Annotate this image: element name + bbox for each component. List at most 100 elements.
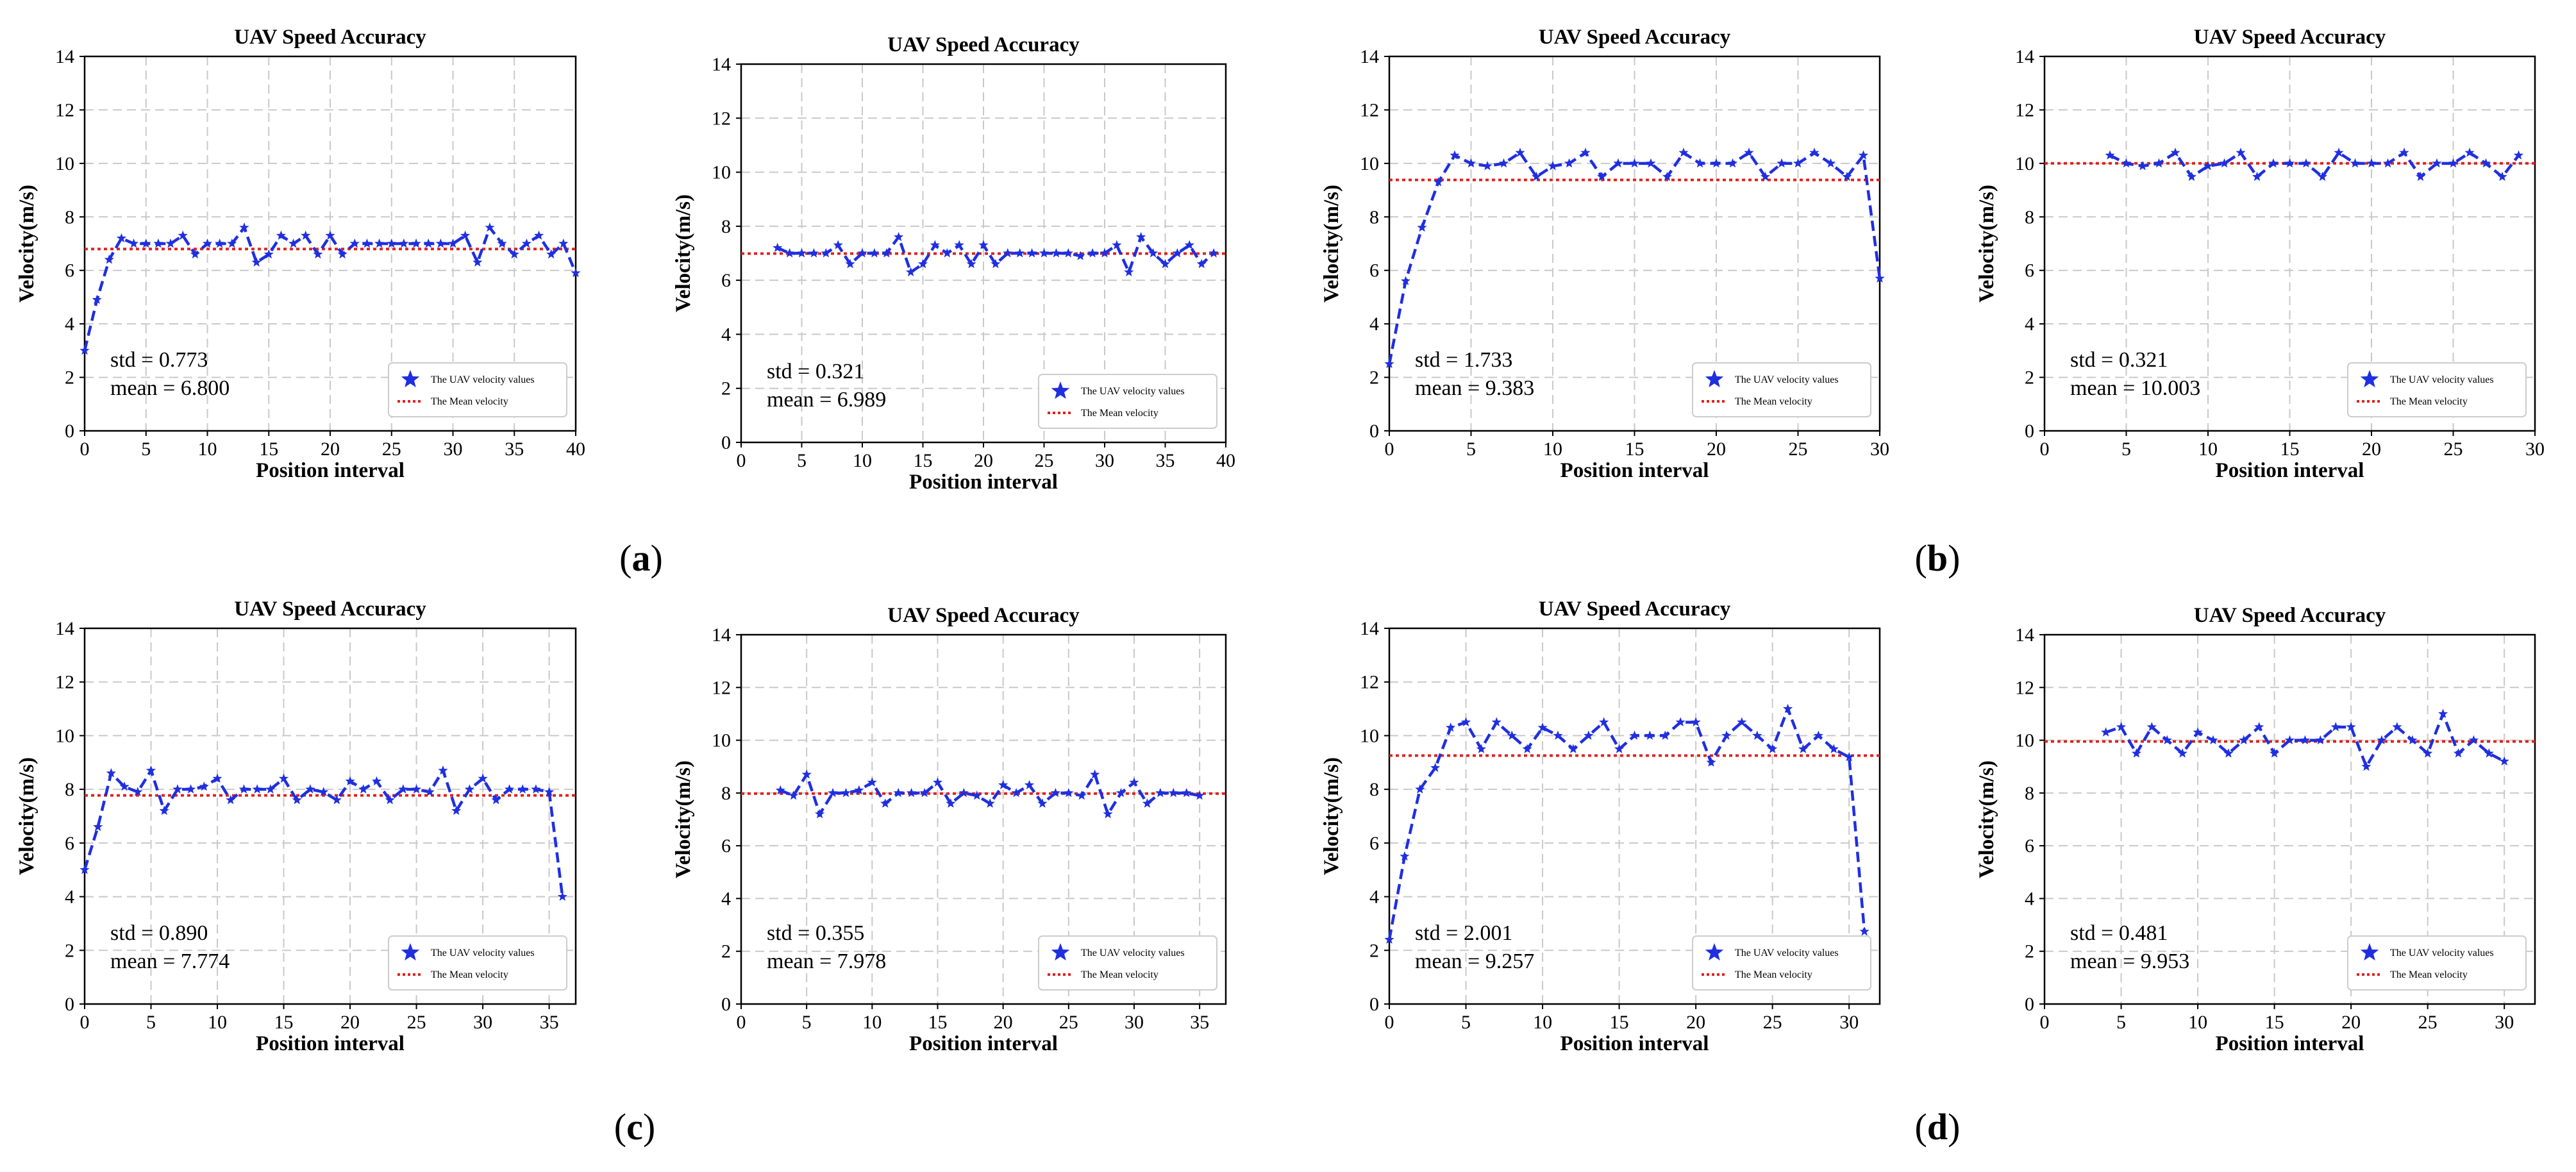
velocity-point: [1842, 171, 1852, 181]
velocity-point: [1531, 171, 1542, 181]
velocity-point: [1124, 267, 1134, 276]
velocity-point: [276, 230, 286, 240]
y-tick-label: 6: [721, 270, 731, 291]
velocity-point: [907, 787, 917, 798]
velocity-point: [869, 248, 880, 258]
velocity-point: [212, 773, 222, 783]
velocity-point: [2464, 147, 2475, 157]
velocity-point: [1011, 787, 1021, 798]
velocity-point: [517, 784, 528, 794]
velocity-point: [845, 258, 855, 269]
velocity-point: [1168, 787, 1178, 798]
velocity-point: [917, 258, 928, 269]
velocity-point: [1400, 851, 1410, 861]
velocity-point: [2208, 735, 2218, 744]
y-axis-label: Velocity(m/s): [1975, 760, 1998, 878]
x-tick-label: 5: [1461, 1012, 1471, 1033]
x-tick-label: 10: [2188, 1012, 2207, 1033]
x-tick-label: 30: [1870, 439, 1889, 460]
velocity-point: [2438, 708, 2448, 718]
y-tick-label: 6: [65, 833, 74, 854]
x-tick-label: 5: [146, 1012, 156, 1033]
legend-mean-label: The Mean velocity: [2390, 396, 2468, 407]
velocity-point: [2453, 748, 2464, 758]
y-tick-label: 10: [55, 153, 74, 174]
y-tick-label: 0: [65, 994, 74, 1015]
y-tick-label: 12: [2015, 99, 2034, 121]
x-tick-label: 25: [1789, 439, 1808, 460]
velocity-point: [92, 294, 102, 305]
x-tick-label: 5: [141, 439, 151, 460]
subplot-1: 0 5 10 15 20 25 30 35 40 0 2 4 6 8 10 12 14 UAV Speed Acc…: [15, 26, 585, 482]
velocity-point: [2186, 171, 2197, 181]
x-tick-label: 15: [928, 1012, 947, 1033]
velocity-point: [546, 249, 556, 259]
x-tick-label: 5: [802, 1012, 812, 1033]
velocity-point: [186, 784, 196, 794]
chart-title: UAV Speed Accuracy: [887, 604, 1080, 627]
velocity-point: [773, 242, 783, 252]
std-label: std = 0.321: [2070, 348, 2168, 372]
velocity-point: [129, 239, 139, 248]
velocity-point: [1446, 722, 1456, 732]
velocity-point: [533, 230, 544, 240]
velocity-point: [104, 255, 114, 264]
y-axis-label: Velocity(m/s): [1320, 185, 1343, 303]
y-tick-label: 8: [1369, 206, 1379, 228]
velocity-point: [544, 787, 555, 796]
mean-label: mean = 6.800: [110, 376, 230, 400]
velocity-point: [1063, 248, 1073, 258]
velocity-point: [796, 248, 807, 258]
velocity-point: [2105, 150, 2115, 160]
velocity-point: [1209, 248, 1219, 258]
mean-label: mean = 9.257: [1415, 950, 1534, 973]
std-label: std = 0.890: [110, 921, 208, 945]
velocity-point: [2366, 158, 2377, 168]
y-tick-label: 2: [2025, 941, 2034, 962]
velocity-point: [438, 765, 448, 775]
x-tick-label: 5: [2121, 439, 2131, 460]
velocity-point: [172, 784, 183, 794]
velocity-point: [828, 787, 838, 798]
axes-frame: [83, 627, 577, 1005]
y-tick-label: 4: [2025, 888, 2034, 909]
x-tick-label: 15: [914, 450, 933, 471]
y-tick-label: 6: [721, 835, 731, 857]
subplot-6: 0 5 10 15 20 25 30 35 0 2 4 6 8 10 12 14 UAV Speed Accur…: [672, 604, 1227, 1055]
x-tick-label: 15: [2265, 1012, 2284, 1033]
x-tick-label: 30: [1125, 1012, 1144, 1033]
panel-label-d: (d): [1915, 1106, 1961, 1148]
velocity-point: [1553, 730, 1563, 740]
velocity-point: [1037, 798, 1048, 808]
mean-label: mean = 6.989: [767, 388, 886, 412]
velocity-point: [1491, 717, 1501, 726]
std-label: std = 0.355: [767, 921, 864, 945]
velocity-point: [1182, 787, 1192, 798]
velocity-point: [292, 794, 302, 805]
legend-mean-label: The Mean velocity: [1735, 969, 1812, 980]
velocity-point: [919, 787, 930, 798]
legend-series-label: The UAV velocity values: [1735, 948, 1839, 959]
y-axis-label: Velocity(m/s): [15, 757, 38, 875]
y-tick-label: 10: [712, 730, 731, 751]
velocity-point: [265, 784, 276, 794]
y-tick-label: 12: [712, 677, 731, 698]
velocity-point: [557, 891, 567, 901]
y-axis-label: Velocity(m/s): [15, 185, 38, 303]
velocity-point: [801, 769, 812, 779]
x-tick-label: 20: [2362, 439, 2381, 460]
velocity-point: [305, 784, 315, 794]
x-tick-label: 30: [2525, 439, 2545, 460]
legend-box: [1038, 935, 1217, 991]
velocity-point: [2497, 171, 2507, 181]
subplot-2: 0 5 10 15 20 25 30 35 40 0 2 4 6 8 10 12 14 UAV Speed Acc…: [672, 33, 1235, 494]
x-tick-label: 25: [2444, 439, 2463, 460]
chart-title: UAV Speed Accuracy: [234, 598, 426, 621]
x-axis-label: Position interval: [2216, 459, 2364, 482]
velocity-point: [2415, 171, 2426, 181]
svg-text:(c): (c): [614, 1106, 655, 1148]
velocity-point: [2315, 735, 2325, 744]
velocity-point: [345, 776, 355, 786]
x-tick-label: 40: [1216, 450, 1235, 471]
legend-mean-label: The Mean velocity: [1081, 969, 1158, 980]
